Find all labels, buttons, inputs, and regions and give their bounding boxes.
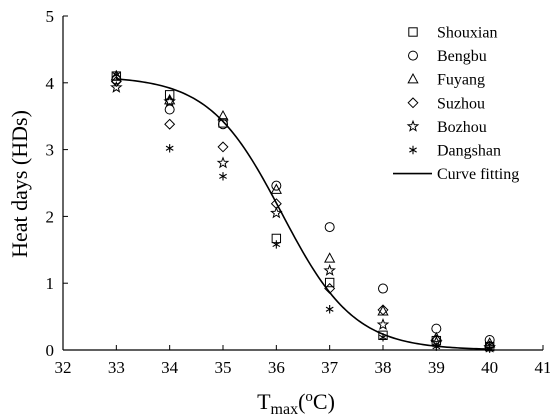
x-tick-label: 32: [55, 358, 72, 377]
legend-item-bengbu: Bengbu: [408, 48, 487, 65]
data-point-circle: [271, 180, 282, 191]
legend-marker-square: [408, 27, 418, 37]
x-tick-label: 33: [108, 358, 125, 377]
data-point-asterisk: [165, 144, 174, 153]
legend-marker-star: [406, 119, 420, 132]
data-point-diamond: [377, 304, 389, 316]
data-point-triangle: [217, 109, 229, 121]
data-point-diamond: [217, 141, 229, 153]
data-point-diamond: [110, 75, 122, 87]
data-point-diamond: [324, 283, 336, 295]
data-point-star: [163, 94, 176, 107]
legend-label: Curve fitting: [437, 166, 519, 183]
data-point-star: [110, 80, 123, 93]
legend-item-bozhou: Bozhou: [406, 119, 487, 136]
data-point-asterisk: [325, 305, 334, 314]
x-axis-title: Tmax(oC): [257, 389, 335, 418]
legend-marker-diamond: [407, 97, 419, 109]
legend-label: Shouxian: [437, 25, 497, 42]
data-point-asterisk: [112, 70, 121, 79]
series-bozhou: [110, 80, 496, 353]
y-tick-label: 3: [46, 141, 55, 160]
data-point-triangle: [110, 69, 122, 81]
y-axis-title: Heat days (HDs): [7, 110, 32, 258]
data-point-star: [216, 156, 230, 169]
legend-item-curve-fitting: Curve fitting: [393, 166, 519, 183]
x-tick-label: 37: [321, 358, 339, 377]
legend-item-fuyang: Fuyang: [407, 72, 485, 89]
legend-label: Suzhou: [437, 95, 485, 112]
y-tick-label: 2: [46, 207, 55, 226]
legend-label: Fuyang: [437, 72, 485, 89]
fit-curve: [116, 78, 490, 350]
y-tick-label: 1: [46, 274, 55, 293]
legend-item-dangshan: Dangshan: [409, 143, 501, 160]
data-point-triangle: [377, 305, 389, 316]
data-point-triangle: [270, 183, 282, 194]
data-point-star: [270, 206, 283, 219]
data-point-circle: [164, 104, 175, 115]
series-fuyang: [110, 69, 496, 348]
legend-label: Bozhou: [437, 119, 487, 136]
x-tick-label: 35: [215, 358, 232, 377]
data-point-circle: [324, 222, 335, 233]
data-point-asterisk: [379, 333, 387, 342]
data-point-star: [376, 317, 390, 330]
x-tick-label: 40: [481, 358, 498, 377]
y-tick-label: 5: [46, 7, 55, 26]
series-dangshan: [112, 70, 494, 353]
data-point-circle: [378, 283, 388, 294]
data-point-asterisk: [272, 240, 281, 249]
legend-marker-circle: [408, 50, 418, 61]
data-point-asterisk: [219, 172, 227, 181]
data-point-square: [324, 277, 335, 288]
data-point-diamond: [164, 118, 176, 130]
fit-curve-layer: [116, 78, 490, 350]
legend: Shouxian Bengbu Fuyang Suzhou Bozhou Dangshan…: [393, 25, 519, 183]
x-tick-label: 38: [375, 358, 392, 377]
x-tick-label: 34: [161, 358, 179, 377]
legend-item-suzhou: Suzhou: [407, 95, 485, 112]
legend-marker-triangle: [407, 72, 419, 84]
legend-marker-asterisk: [409, 145, 417, 155]
data-points-layer: [110, 69, 496, 353]
legend-label: Bengbu: [437, 48, 487, 65]
series-bengbu: [111, 74, 495, 345]
x-tick-label: 41: [535, 358, 550, 377]
legend-item-shouxian: Shouxian: [408, 25, 497, 42]
y-tick-label: 4: [46, 74, 55, 93]
y-tick-label: 0: [46, 341, 55, 360]
data-point-triangle: [324, 252, 336, 263]
data-point-square: [164, 90, 175, 100]
series-suzhou: [110, 75, 496, 352]
x-tick-label: 39: [428, 358, 445, 377]
data-point-star: [323, 263, 336, 276]
x-tick-label: 36: [268, 358, 285, 377]
legend-label: Dangshan: [437, 143, 501, 160]
